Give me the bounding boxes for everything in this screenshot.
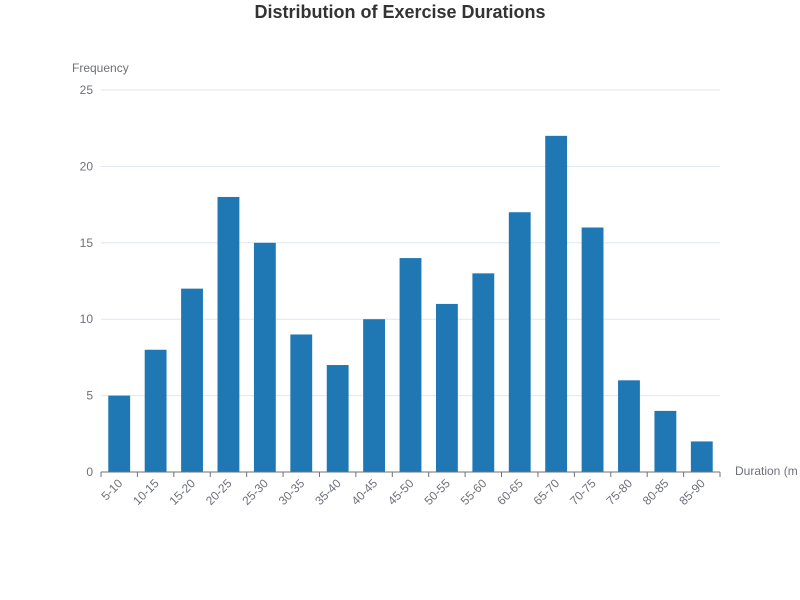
- x-tick-label: 20-25: [203, 476, 235, 508]
- x-tick-label: 45-50: [385, 476, 417, 508]
- bar-30-35: [290, 334, 313, 472]
- x-tick-label: 30-35: [276, 476, 308, 508]
- x-tick-label: 75-80: [603, 476, 635, 508]
- y-tick-label: 0: [86, 465, 93, 479]
- y-tick-label: 5: [86, 389, 93, 403]
- bar-80-85: [654, 410, 677, 472]
- x-tick-label: 10-15: [130, 476, 162, 508]
- y-tick-label: 15: [80, 236, 94, 250]
- bar-10-15: [144, 349, 167, 472]
- bar-5-10: [108, 395, 131, 472]
- x-axis-label: Duration (m: [735, 464, 798, 478]
- x-tick-label: 85-90: [676, 476, 708, 508]
- y-tick-label: 20: [80, 159, 94, 173]
- bar-35-40: [326, 365, 349, 472]
- bar-60-65: [508, 212, 531, 473]
- x-tick-label: 60-65: [494, 476, 526, 508]
- bar-75-80: [618, 380, 640, 472]
- chart-title: Distribution of Exercise Durations: [254, 2, 546, 22]
- bar-85-90: [690, 441, 713, 472]
- y-tick-label: 10: [80, 312, 94, 326]
- bar-20-25: [217, 196, 240, 472]
- x-tick-label: 5-10: [98, 476, 125, 503]
- x-tick-label: 80-85: [640, 476, 672, 508]
- x-tick-label: 40-45: [349, 476, 381, 508]
- bar-40-45: [363, 319, 386, 472]
- x-tick-label: 65-70: [531, 476, 563, 508]
- x-tick-label: 55-60: [458, 476, 490, 508]
- bar-15-20: [181, 288, 203, 472]
- bar-50-55: [435, 303, 458, 472]
- x-tick-label: 70-75: [567, 476, 599, 508]
- bar-70-75: [581, 227, 604, 472]
- bars: [108, 135, 713, 473]
- x-tick-label: 50-55: [421, 476, 453, 508]
- x-tick-label: 25-30: [239, 476, 271, 508]
- x-tick-label: 15-20: [167, 476, 199, 508]
- y-axis-label: Frequency: [72, 61, 129, 75]
- bar-25-30: [253, 242, 276, 472]
- bar-55-60: [472, 273, 495, 472]
- bar-65-70: [545, 135, 568, 472]
- y-tick-label: 25: [80, 83, 94, 97]
- x-tick-label: 35-40: [312, 476, 344, 508]
- bar-45-50: [399, 258, 422, 472]
